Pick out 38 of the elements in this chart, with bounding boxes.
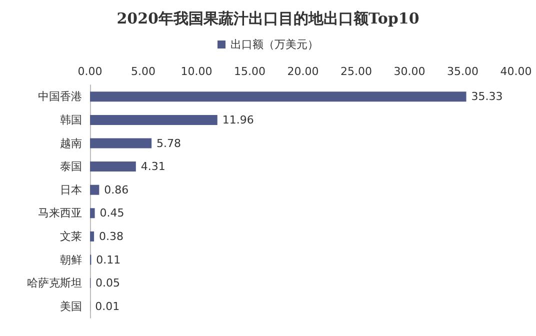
- bar: [90, 162, 136, 172]
- chart-title: 2020年我国果蔬汁出口目的地出口额Top10: [116, 10, 420, 28]
- bar: [90, 114, 218, 125]
- y-tick-label: 中国香港: [38, 90, 82, 104]
- x-tick-label: 30.00: [394, 65, 426, 78]
- y-tick-label: 马来西亚: [38, 206, 82, 220]
- data-label: 0.86: [104, 183, 129, 196]
- data-label: 35.33: [471, 90, 503, 104]
- bar: [90, 184, 100, 195]
- x-tick-label: 25.00: [340, 65, 372, 78]
- y-tick-label: 韩国: [60, 113, 82, 126]
- legend-label: 出口额（万美元）: [230, 38, 318, 51]
- bar: [90, 138, 152, 148]
- x-tick-label: 20.00: [287, 65, 319, 78]
- x-tick-label: 5.00: [131, 65, 156, 78]
- y-tick-label: 泰国: [60, 160, 82, 174]
- y-tick-label: 哈萨克斯坦: [27, 276, 82, 290]
- y-tick-label: 日本: [60, 183, 82, 196]
- y-tick-label: 美国: [60, 300, 82, 313]
- data-label: 4.31: [140, 160, 166, 174]
- data-label: 0.11: [96, 253, 121, 266]
- data-label: 0.05: [96, 276, 120, 290]
- data-label: 0.01: [95, 300, 120, 313]
- y-tick-label: 越南: [60, 136, 82, 150]
- data-label: 0.38: [99, 230, 124, 243]
- x-tick-label: 35.00: [447, 65, 478, 78]
- bar: [90, 208, 95, 218]
- x-tick-label: 10.00: [180, 65, 212, 78]
- data-label: 11.96: [222, 113, 254, 126]
- y-tick-label: 文莱: [60, 230, 82, 243]
- data-label: 0.45: [100, 206, 124, 220]
- y-tick-label: 朝鲜: [60, 253, 82, 266]
- bar: [90, 231, 94, 242]
- bar: [90, 92, 466, 102]
- data-label: 5.78: [156, 136, 182, 150]
- x-tick-label: 15.00: [234, 65, 266, 78]
- x-tick-label: 0.00: [78, 65, 102, 78]
- x-tick-label: 40.00: [500, 65, 532, 78]
